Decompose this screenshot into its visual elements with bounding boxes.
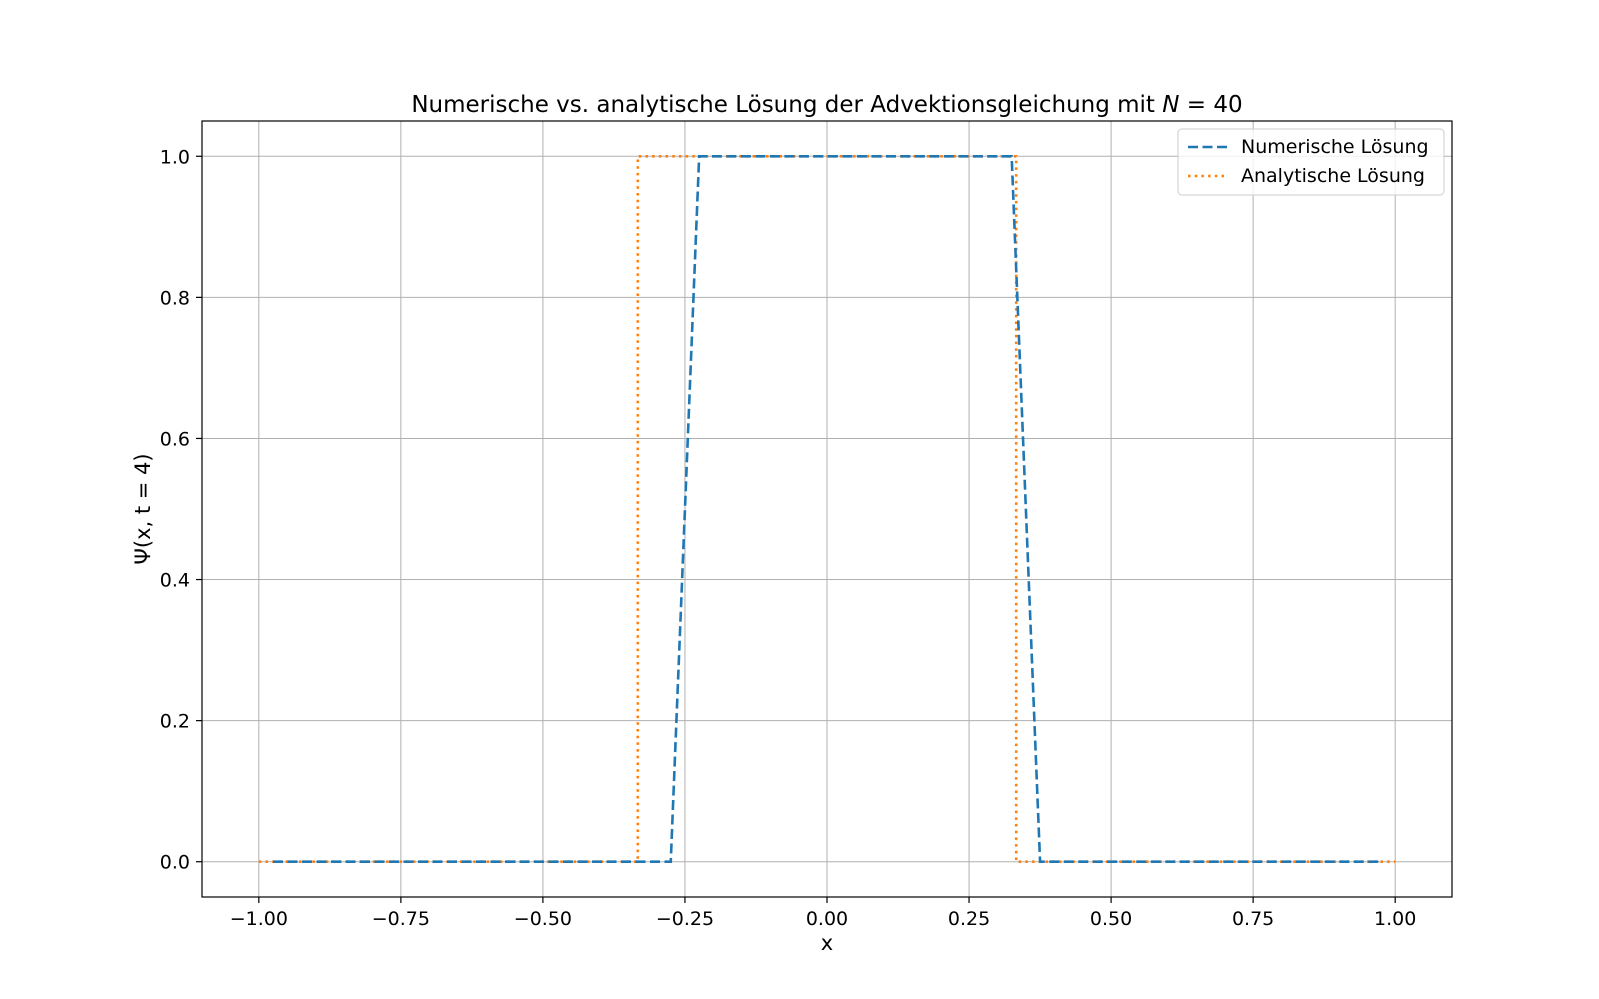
x-tick-label: −1.00 bbox=[230, 908, 288, 930]
title-n-value: 40 bbox=[1213, 92, 1242, 118]
y-tick-label: 0.8 bbox=[160, 287, 190, 309]
y-tick-label: 0.2 bbox=[160, 711, 190, 733]
y-tick-label: 0.0 bbox=[160, 852, 190, 874]
title-equals: = bbox=[1179, 92, 1213, 118]
y-tick-label: 0.4 bbox=[160, 570, 190, 592]
legend: Numerische Lösung Analytische Lösung bbox=[1177, 128, 1445, 196]
y-axis-label: Ψ(x, t = 4) bbox=[131, 453, 155, 564]
x-tick-label: −0.75 bbox=[372, 908, 430, 930]
legend-box bbox=[1177, 128, 1445, 196]
legend-label-numerical: Numerische Lösung bbox=[1241, 136, 1429, 158]
x-tick-label: −0.50 bbox=[514, 908, 572, 930]
series-layer bbox=[258, 154, 1396, 864]
ticks: −1.00 −0.75 −0.50 −0.25 0.00 0.25 0.50 0.75 1.00… bbox=[160, 146, 1417, 930]
x-axis-label: x bbox=[821, 931, 833, 955]
y-tick-label: 1.0 bbox=[160, 146, 190, 168]
title-text: Numerische vs. analytische Lösung der Ad… bbox=[411, 92, 1162, 118]
x-tick-label: 0.00 bbox=[806, 908, 848, 930]
legend-label-analytical: Analytische Lösung bbox=[1241, 165, 1425, 187]
title-n-symbol: N bbox=[1162, 92, 1179, 118]
x-tick-label: 0.75 bbox=[1232, 908, 1274, 930]
x-tick-label: 1.00 bbox=[1374, 908, 1416, 930]
x-tick-label: 0.25 bbox=[948, 908, 990, 930]
y-tick-label: 0.6 bbox=[160, 428, 190, 450]
series-line-numerical bbox=[273, 154, 1381, 864]
x-tick-label: 0.50 bbox=[1090, 908, 1132, 930]
chart-title: Numerische vs. analytische Lösung der Ad… bbox=[411, 92, 1242, 118]
x-tick-label: −0.25 bbox=[656, 908, 714, 930]
